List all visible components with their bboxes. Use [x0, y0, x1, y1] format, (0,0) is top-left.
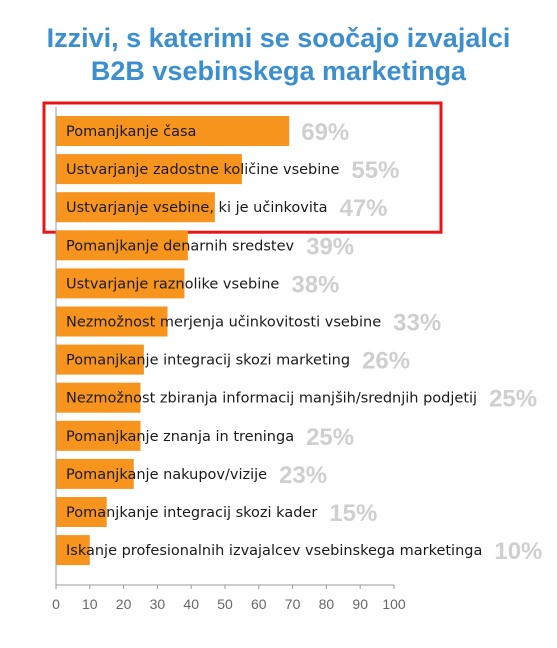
- bar-value-label: 25%: [306, 424, 354, 451]
- bar-label: Pomanjkanje nakupov/vizije: [66, 467, 267, 483]
- bar-value-label: 39%: [306, 233, 354, 260]
- bar-label: Pomanjkanje integracij skozi marketing: [66, 353, 350, 369]
- x-tick-label: 20: [116, 596, 132, 612]
- bar-label: Nezmožnost merjenja učinkovitosti vsebin…: [66, 315, 381, 331]
- bar: [56, 382, 141, 413]
- x-tick-label: 40: [183, 596, 199, 612]
- bar: [56, 535, 90, 566]
- bar-value-label: 26%: [362, 348, 410, 375]
- bar-value-label: 47%: [339, 195, 387, 222]
- bar-value-label: 15%: [329, 500, 377, 527]
- x-tick-label: 0: [52, 596, 60, 612]
- bar: [56, 268, 185, 299]
- chart-title: Izzivi, s katerimi se soočajo izvajalci …: [0, 22, 557, 88]
- bar-label: Pomanjkanje denarnih sredstev: [66, 238, 295, 254]
- bar-label: Pomanjkanje integracij skozi kader: [66, 505, 317, 521]
- bar-label: Ustvarjanje zadostne količine vsebine: [66, 162, 339, 178]
- x-tick-label: 50: [217, 596, 233, 612]
- bar-label: Pomanjkanje znanja in treninga: [66, 429, 294, 445]
- bar: [56, 420, 141, 451]
- highlight-box: [42, 101, 443, 234]
- chart-title-line-2: B2B vsebinskega marketinga: [90, 56, 467, 86]
- bar-value-label: 25%: [489, 386, 537, 413]
- bar-value-label: 33%: [393, 310, 441, 337]
- bar-value-label: 10%: [494, 538, 542, 565]
- bar: [56, 497, 107, 527]
- chart-title-line-1: Izzivi, s katerimi se soočajo izvajalci: [46, 23, 511, 53]
- bar-label: Pomanjkanje časa: [66, 124, 196, 140]
- bar-label: Nezmožnost zbiranja informacij manjših/s…: [66, 391, 477, 407]
- x-tick-label: 100: [382, 596, 406, 612]
- bar-value-label: 69%: [301, 119, 349, 146]
- bar-label: Ustvarjanje raznolike vsebine: [66, 276, 279, 292]
- bar: [56, 116, 290, 146]
- bar-label: Iskanje profesionalnih izvajalcev vsebin…: [66, 543, 482, 559]
- x-tick-label: 70: [285, 596, 301, 612]
- bar-value-label: 38%: [291, 271, 339, 298]
- bar: [56, 306, 168, 337]
- x-tick-label: 80: [319, 596, 335, 612]
- bar: [56, 344, 144, 375]
- x-tick-label: 60: [251, 596, 267, 612]
- bar-value-label: 23%: [279, 462, 327, 489]
- x-tick-label: 30: [150, 596, 166, 612]
- bar-label: Ustvarjanje vsebine, ki je učinkovita: [66, 200, 327, 216]
- x-tick-label: 90: [352, 596, 368, 612]
- bar: [56, 458, 134, 489]
- bar: [56, 230, 188, 261]
- bar: [56, 192, 215, 223]
- x-tick-label: 10: [82, 596, 98, 612]
- bar: [56, 154, 242, 185]
- bar-value-label: 55%: [351, 157, 399, 184]
